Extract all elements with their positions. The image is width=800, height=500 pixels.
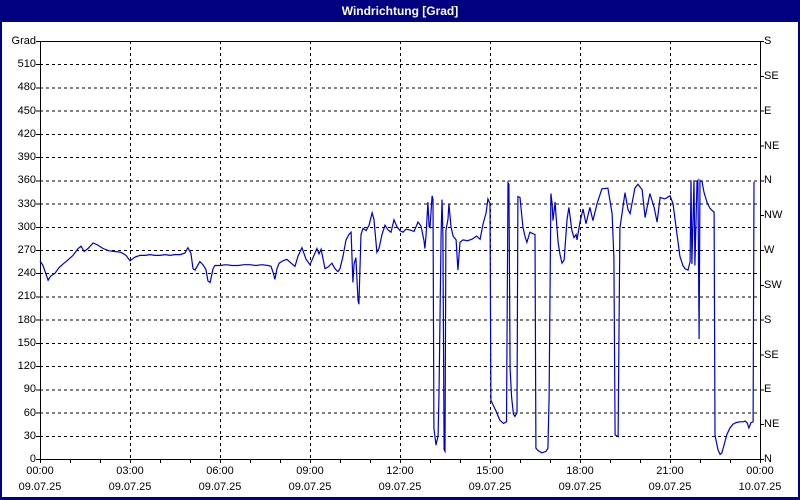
x-axis-date-label: 10.07.25 <box>738 481 782 493</box>
x-axis-date-label: 09.07.25 <box>18 481 62 493</box>
compass-tick-label: E <box>764 383 772 396</box>
window-border-bottom <box>0 497 800 500</box>
compass-tick-label: N <box>764 174 772 187</box>
x-axis-time-label: 03:00 <box>116 465 144 477</box>
y-axis-tick-label: 420 <box>17 127 36 140</box>
compass-tick-label: NW <box>764 209 783 222</box>
compass-tick-label: E <box>764 104 772 117</box>
y-axis-tick-label: 330 <box>17 197 36 210</box>
compass-tick-label: S <box>764 313 772 326</box>
x-axis-date-label: 09.07.25 <box>288 481 332 493</box>
y-axis-tick-label: 180 <box>17 313 36 326</box>
compass-tick-label: SE <box>764 69 779 82</box>
y-axis-tick-label: 120 <box>17 360 36 373</box>
y-axis-tick-label: 210 <box>17 290 36 303</box>
y-axis-tick-label: 30 <box>23 429 36 442</box>
x-axis-date-label: 09.07.25 <box>198 481 242 493</box>
y-axis-tick-label: 90 <box>23 383 36 396</box>
y-axis-tick-label: 270 <box>17 244 36 256</box>
compass-tick-label: NE <box>764 139 780 152</box>
x-axis-time-label: 18:00 <box>566 465 594 477</box>
y-axis-tick-label: 0 <box>29 453 36 465</box>
compass-tick-label: S <box>764 35 772 47</box>
x-axis-date-label: 09.07.25 <box>108 481 152 493</box>
y-axis-tick-label: 300 <box>17 220 36 233</box>
compass-tick-label: NE <box>764 418 780 431</box>
y-axis-tick-label: 60 <box>23 406 36 419</box>
x-axis-time-label: 09:00 <box>296 465 324 477</box>
y-axis-tick-label: 510 <box>17 58 36 71</box>
compass-tick-label: N <box>764 453 772 465</box>
x-axis-date-label: 09.07.25 <box>648 481 692 493</box>
y-axis-tick-label: 360 <box>17 174 36 187</box>
compass-tick-label: W <box>764 244 775 256</box>
y-axis-tick-label: 390 <box>17 151 36 164</box>
y-axis-tick-label: 240 <box>17 267 36 280</box>
y-axis-unit-label: Grad <box>11 35 36 47</box>
x-axis-time-label: 00:00 <box>26 465 54 477</box>
y-axis-tick-label: 150 <box>17 336 36 349</box>
x-axis-time-label: 21:00 <box>656 465 684 477</box>
x-axis-time-label: 00:00 <box>746 465 774 477</box>
window-border-right <box>798 22 800 500</box>
x-axis-time-label: 15:00 <box>476 465 504 477</box>
x-axis-date-label: 09.07.25 <box>558 481 602 493</box>
compass-tick-label: SE <box>764 348 779 361</box>
window-title: Windrichtung [Grad] <box>341 4 459 18</box>
plot-border <box>40 41 761 460</box>
x-axis-time-label: 12:00 <box>386 465 414 477</box>
compass-tick-label: SW <box>764 278 782 291</box>
x-axis-time-label: 06:00 <box>206 465 234 477</box>
x-axis-date-label: 09.07.25 <box>468 481 512 493</box>
y-axis-tick-label: 480 <box>17 81 36 94</box>
window-border-left <box>0 22 2 500</box>
y-axis-tick-label: 450 <box>17 104 36 117</box>
title-bar: Windrichtung [Grad] <box>0 0 800 22</box>
wind-direction-line <box>39 178 755 456</box>
x-axis-date-label: 09.07.25 <box>378 481 422 493</box>
